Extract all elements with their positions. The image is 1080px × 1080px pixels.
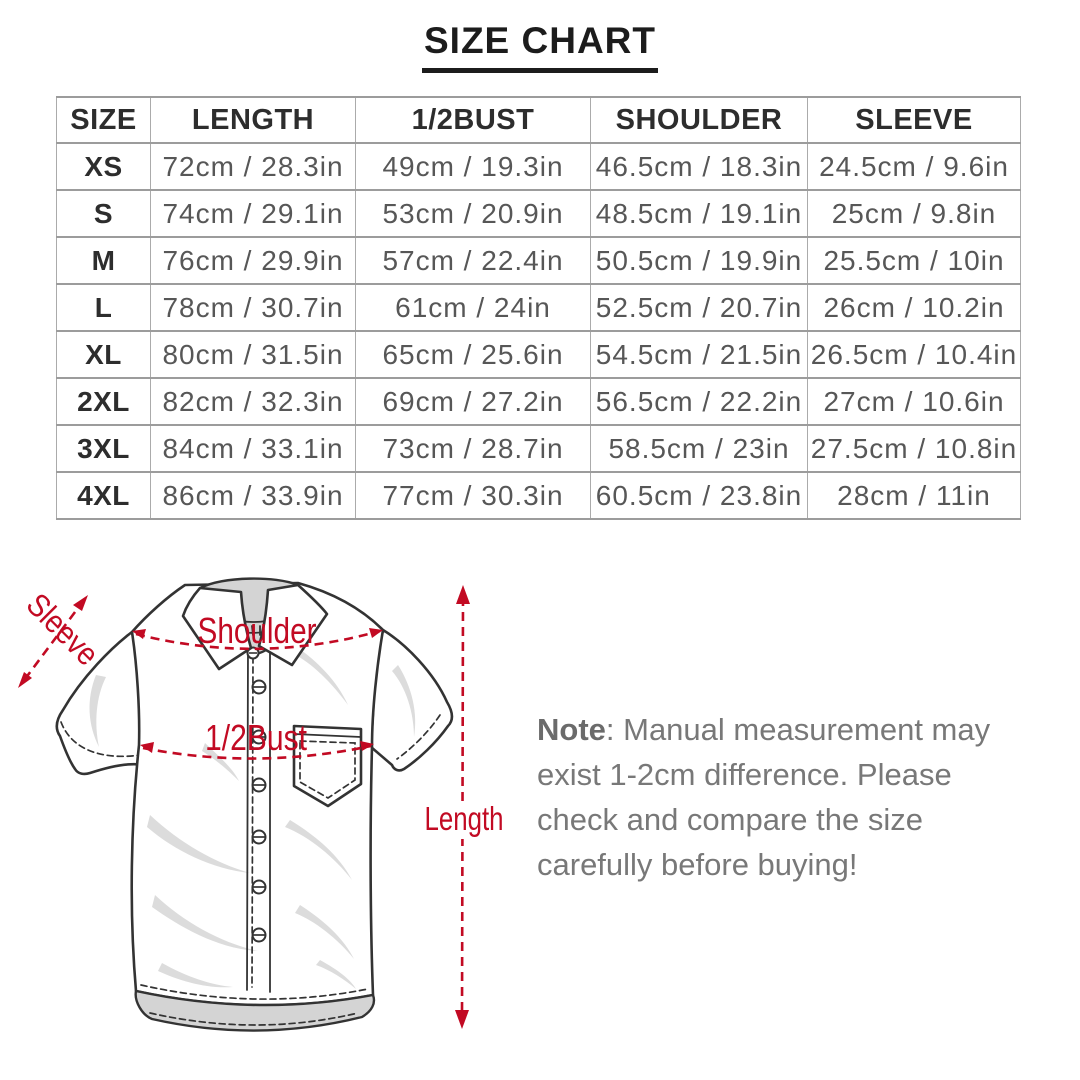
sleeve-label: Sleeve (20, 586, 106, 672)
length-arrowhead-top (456, 585, 470, 604)
size-cell: 4XL (56, 471, 151, 520)
wrinkle-shading (89, 647, 416, 989)
size-cell: 3XL (56, 424, 151, 473)
page-title: SIZE CHART (422, 21, 658, 73)
bust-cell: 73cm / 28.7in (355, 424, 591, 473)
sleeve-cell: 26.5cm / 10.4in (807, 330, 1021, 379)
size-cell: XL (56, 330, 151, 379)
bust-arrowhead-left (140, 742, 154, 753)
length-cell: 80cm / 31.5in (150, 330, 356, 379)
table-row: 3XL 84cm / 33.1in 73cm / 28.7in 58.5cm / 23… (56, 424, 1021, 473)
sleeve-cell: 27.5cm / 10.8in (807, 424, 1021, 473)
sleeve-cell: 26cm / 10.2in (807, 283, 1021, 332)
shoulder-cell: 50.5cm / 19.9in (590, 236, 808, 285)
bust-cell: 57cm / 22.4in (355, 236, 591, 285)
col-header-sleeve: SLEEVE (807, 96, 1021, 144)
buttons (251, 679, 267, 943)
note-line-text: : Manual measurement may (605, 712, 991, 747)
table-row: L 78cm / 30.7in 61cm / 24in 52.5cm / 20.7in… (56, 283, 1021, 332)
sleeve-arrowhead-top (73, 595, 88, 611)
chest-pocket (292, 724, 363, 808)
bust-cell: 61cm / 24in (355, 283, 591, 332)
length-cell: 86cm / 33.9in (150, 471, 356, 520)
length-cell: 78cm / 30.7in (150, 283, 356, 332)
length-label-backdrop (419, 801, 509, 839)
measurement-note: Note: Manual measurement may exist 1-2cm… (537, 707, 1037, 887)
length-arrowhead-bottom (455, 1010, 469, 1029)
sleeve-cell: 28cm / 11in (807, 471, 1021, 520)
note-line: exist 1-2cm difference. Please (537, 757, 952, 792)
button-placket (246, 644, 271, 993)
bust-cell: 69cm / 27.2in (355, 377, 591, 426)
bust-cell: 65cm / 25.6in (355, 330, 591, 379)
shoulder-arrowhead-left (132, 629, 146, 639)
col-header-size: SIZE (56, 96, 151, 144)
length-cell: 84cm / 33.1in (150, 424, 356, 473)
note-line: Note: Manual measurement may (537, 707, 1037, 752)
table-row: S 74cm / 29.1in 53cm / 20.9in 48.5cm / 19.1… (56, 189, 1021, 238)
shoulder-cell: 46.5cm / 18.3in (590, 142, 808, 191)
length-cell: 72cm / 28.3in (150, 142, 356, 191)
table-row: XL 80cm / 31.5in 65cm / 25.6in 54.5cm / 21.… (56, 330, 1021, 379)
table-row: M 76cm / 29.9in 57cm / 22.4in 50.5cm / 19.9… (56, 236, 1021, 285)
bust-cell: 49cm / 19.3in (355, 142, 591, 191)
note-line: check and compare the size (537, 802, 923, 837)
shoulder-cell: 52.5cm / 20.7in (590, 283, 808, 332)
bust-arrowhead-right (360, 741, 374, 751)
note-label: Note (537, 712, 606, 747)
collar-left-flap (181, 586, 253, 671)
table-header-row: SIZE LENGTH 1/2BUST SHOULDER SLEEVE (56, 96, 1021, 144)
shoulder-arrow-line (135, 629, 381, 651)
shirt-body (130, 581, 385, 1007)
shoulder-label: Shoulder (198, 610, 317, 651)
size-cell: L (56, 283, 151, 332)
collar (181, 577, 329, 671)
col-header-shoulder: SHOULDER (590, 96, 808, 144)
length-cell: 82cm / 32.3in (150, 377, 356, 426)
sleeve-cell: 27cm / 10.6in (807, 377, 1021, 426)
col-header-length: LENGTH (150, 96, 356, 144)
shoulder-cell: 54.5cm / 21.5in (590, 330, 808, 379)
title-wrap: SIZE CHART (0, 21, 1080, 73)
table-row: XS 72cm / 28.3in 49cm / 19.3in 46.5cm / 18.… (56, 142, 1021, 191)
shoulder-cell: 58.5cm / 23in (590, 424, 808, 473)
shirt-hem (134, 984, 376, 1032)
shoulder-arrowhead-right (369, 628, 383, 638)
table-row: 4XL 86cm / 33.9in 77cm / 30.3in 60.5cm / 23… (56, 471, 1021, 520)
sleeve-arrowhead-bottom (18, 672, 32, 688)
sleeve-cell: 25cm / 9.8in (807, 189, 1021, 238)
size-table: SIZE LENGTH 1/2BUST SHOULDER SLEEVE XS 72… (56, 96, 1021, 520)
sleeve-cell: 25.5cm / 10in (807, 236, 1021, 285)
shoulder-cell: 56.5cm / 22.2in (590, 377, 808, 426)
length-cell: 76cm / 29.9in (150, 236, 356, 285)
sleeve-cell: 24.5cm / 9.6in (807, 142, 1021, 191)
bust-arrow-line (142, 744, 372, 760)
size-cell: XS (56, 142, 151, 191)
length-cell: 74cm / 29.1in (150, 189, 356, 238)
length-label: Length (425, 800, 504, 837)
table-row: 2XL 82cm / 32.3in 69cm / 27.2in 56.5cm / 22… (56, 377, 1021, 426)
bust-cell: 53cm / 20.9in (355, 189, 591, 238)
shirt-measurement-diagram: Shoulder 1/2Bust Sleeve Length (18, 577, 509, 1032)
bust-label: 1/2Bust (205, 717, 307, 758)
size-cell: 2XL (56, 377, 151, 426)
shoulder-cell: 60.5cm / 23.8in (590, 471, 808, 520)
collar-right-flap (257, 583, 329, 667)
note-line: carefully before buying! (537, 847, 858, 882)
bust-cell: 77cm / 30.3in (355, 471, 591, 520)
left-sleeve (55, 630, 146, 776)
col-header-bust: 1/2BUST (355, 96, 591, 144)
sleeve-arrow-line (20, 599, 86, 684)
size-cell: M (56, 236, 151, 285)
shoulder-cell: 48.5cm / 19.1in (590, 189, 808, 238)
size-cell: S (56, 189, 151, 238)
